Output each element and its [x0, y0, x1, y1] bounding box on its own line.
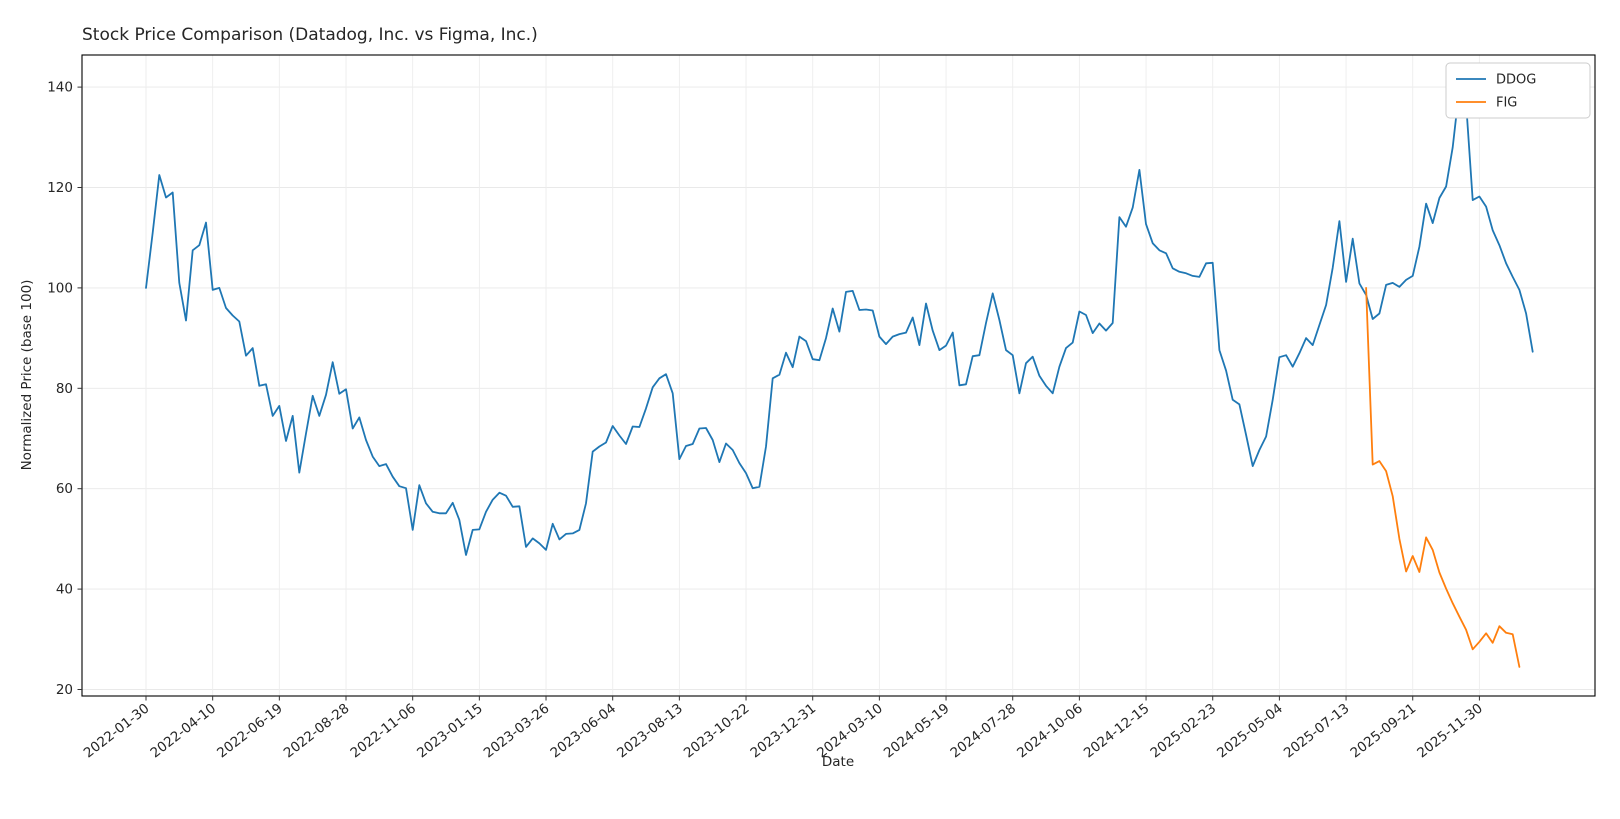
grid-lines — [82, 55, 1595, 696]
tick-marks — [77, 86, 1480, 701]
series-lines — [145, 87, 1534, 668]
x-tick-label: 2023-03-26 — [481, 701, 553, 762]
axes — [81, 54, 1596, 697]
x-tick-label: 2025-11-30 — [1414, 701, 1486, 762]
plot-frame — [81, 54, 1596, 697]
legend-label-ddog: DDOG — [1496, 73, 1536, 88]
fig-line — [1365, 286, 1521, 668]
x-tick-label: 2023-12-31 — [747, 701, 819, 762]
x-tick-label: 2024-10-06 — [1014, 701, 1086, 762]
legend: DDOG FIG — [1445, 62, 1591, 119]
y-tick-label: 140 — [47, 80, 73, 96]
x-tick-label: 2025-07-13 — [1281, 701, 1353, 762]
y-axis-label: Normalized Price (base 100) — [19, 280, 35, 471]
x-tick-label: 2025-02-23 — [1147, 701, 1219, 762]
x-axis-label: Date — [822, 754, 854, 770]
x-tick-label: 2024-07-28 — [947, 701, 1019, 762]
y-tick-label: 40 — [56, 582, 73, 598]
tick-labels: 204060801001201402022-01-302022-04-10202… — [47, 80, 1486, 762]
x-tick-label: 2022-08-28 — [281, 701, 353, 762]
y-tick-label: 100 — [47, 280, 73, 296]
x-tick-label: 2023-08-13 — [614, 701, 686, 762]
x-tick-label: 2024-03-10 — [814, 701, 886, 762]
ddog-line — [145, 87, 1534, 556]
legend-label-fig: FIG — [1496, 96, 1517, 111]
x-tick-label: 2024-05-19 — [881, 701, 953, 762]
x-tick-label: 2022-11-06 — [347, 701, 419, 762]
x-tick-label: 2023-06-04 — [547, 701, 619, 762]
legend-box — [1445, 62, 1591, 119]
x-tick-label: 2022-06-19 — [214, 701, 286, 762]
x-tick-label: 2022-01-30 — [81, 701, 153, 762]
x-tick-label: 2023-01-15 — [414, 701, 486, 762]
y-tick-label: 80 — [56, 381, 73, 397]
y-tick-label: 60 — [56, 481, 73, 497]
y-tick-label: 120 — [47, 180, 73, 196]
y-tick-label: 20 — [56, 682, 73, 698]
x-tick-label: 2025-05-04 — [1214, 701, 1286, 762]
x-tick-label: 2025-09-21 — [1348, 701, 1420, 762]
x-tick-label: 2022-04-10 — [147, 701, 219, 762]
x-tick-label: 2023-10-22 — [681, 701, 753, 762]
x-tick-label: 2024-12-15 — [1081, 701, 1153, 762]
chart-title: Stock Price Comparison (Datadog, Inc. vs… — [82, 25, 538, 45]
